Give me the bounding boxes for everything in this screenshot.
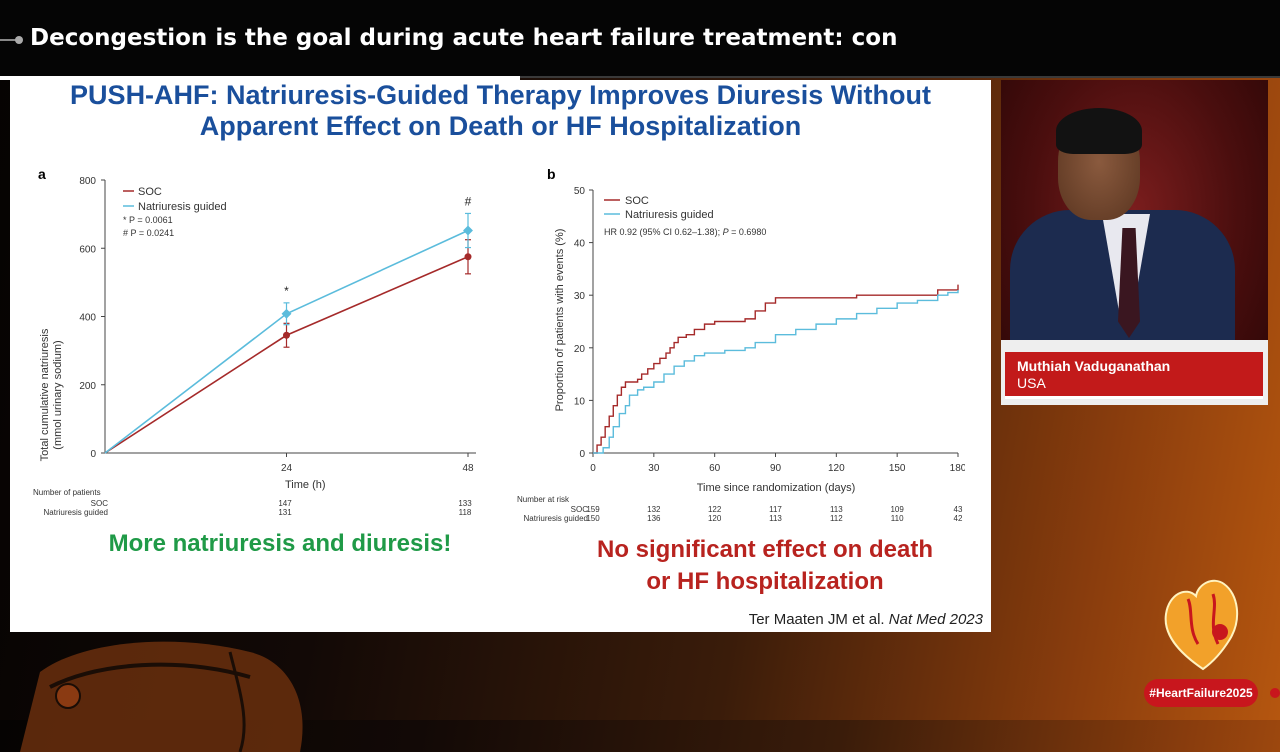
significance-marker: # bbox=[465, 194, 472, 208]
panel-label-b: b bbox=[547, 166, 556, 182]
risk-cell: 112 bbox=[830, 514, 843, 523]
risk-table-label: Number at risk bbox=[517, 495, 570, 504]
slide-title-line2: Apparent Effect on Death or HF Hospitali… bbox=[199, 111, 802, 141]
citation-author: Ter Maaten JM et al. bbox=[748, 611, 885, 628]
risk-cell: 159 bbox=[586, 505, 600, 514]
events-km-chart: b 0 10 20 30 40 50 0 30 60 90 120 150 180 SOC Natriu… bbox=[517, 166, 965, 523]
speaker-lower-third: Muthiah Vaduganathan USA bbox=[1005, 352, 1263, 399]
ticker-bullet-icon bbox=[15, 36, 23, 44]
y-tick-label-b: 20 bbox=[574, 344, 586, 355]
speaker-name: Muthiah Vaduganathan bbox=[1017, 358, 1171, 374]
event-hashtag-badge: #HeartFailure2025 bbox=[1144, 679, 1258, 707]
p-value-2: # P = 0.0241 bbox=[123, 228, 174, 238]
ticker-underline bbox=[0, 76, 520, 80]
x-tick-label-b: 120 bbox=[828, 463, 845, 474]
patients-cell: 133 bbox=[458, 499, 472, 508]
p-value-1: * P = 0.0061 bbox=[123, 215, 173, 225]
ticker-divider bbox=[520, 76, 1280, 78]
x-tick-label-a: 48 bbox=[462, 463, 474, 474]
y-axis-label-a-line2: (mmol urinary sodium) bbox=[52, 340, 64, 449]
ticker-text: Decongestion is the goal during acute he… bbox=[30, 25, 898, 51]
natriuresis-chart: a 0 200 400 600 800 24 48 * # SOC Natriuresis g… bbox=[33, 166, 476, 517]
risk-row-natriuresis-label: Natriuresis guided bbox=[524, 514, 588, 523]
y-tick-label-b: 0 bbox=[579, 449, 585, 460]
risk-cell: 117 bbox=[769, 505, 782, 514]
patients-row-soc-label: SOC bbox=[91, 499, 109, 508]
y-tick-label-a: 400 bbox=[79, 313, 96, 324]
risk-cell: 43 bbox=[954, 505, 963, 514]
risk-cell: 113 bbox=[830, 505, 843, 514]
ticker-line bbox=[0, 39, 18, 41]
y-tick-label-b: 50 bbox=[574, 186, 586, 197]
panel-label-a: a bbox=[38, 166, 46, 182]
significance-marker: * bbox=[284, 284, 289, 298]
km-curve-natriuresis bbox=[593, 289, 959, 454]
slide-title-line1: PUSH-AHF: Natriuresis-Guided Therapy Imp… bbox=[70, 80, 931, 110]
caption-no-effect: No significant effect on death or HF hos… bbox=[550, 534, 980, 598]
y-axis-label-b: Proportion of patients with events (%) bbox=[554, 229, 566, 412]
x-tick-label-b: 180 bbox=[950, 463, 965, 474]
risk-cell: 42 bbox=[954, 514, 963, 523]
caption-no-effect-line2: or HF hospitalization bbox=[646, 568, 884, 595]
data-point-natriuresis bbox=[463, 225, 473, 236]
data-point-natriuresis bbox=[281, 308, 292, 319]
risk-cell: 136 bbox=[647, 514, 661, 523]
y-tick-label-a: 200 bbox=[79, 381, 96, 392]
speaker-tie bbox=[1118, 228, 1140, 338]
patients-cell: 118 bbox=[459, 508, 472, 517]
x-tick-label-b: 150 bbox=[889, 463, 906, 474]
x-tick-label-a: 24 bbox=[281, 463, 293, 474]
risk-cell: 150 bbox=[586, 514, 600, 523]
background-heart-graphic bbox=[20, 641, 303, 752]
y-axis-label-a-line1: Total cumulative natriuresis bbox=[39, 328, 51, 461]
y-tick-label-b: 30 bbox=[574, 291, 586, 302]
y-tick-label-a: 600 bbox=[79, 244, 96, 255]
x-tick-label-b: 60 bbox=[709, 463, 721, 474]
hashtag-dot bbox=[1270, 688, 1280, 698]
citation-journal: Nat Med 2023 bbox=[888, 611, 983, 628]
y-tick-label-a: 800 bbox=[79, 176, 96, 187]
caption-no-effect-line1: No significant effect on death bbox=[596, 536, 934, 563]
data-point-soc bbox=[283, 331, 290, 339]
y-tick-label-b: 40 bbox=[574, 239, 586, 250]
legend-soc-label: SOC bbox=[138, 186, 162, 198]
y-tick-label-b: 10 bbox=[574, 396, 586, 407]
patients-row-natriuresis-label: Natriuresis guided bbox=[44, 508, 108, 517]
risk-cell: 132 bbox=[647, 505, 661, 514]
presentation-slide: PUSH-AHF: Natriuresis-Guided Therapy Imp… bbox=[10, 80, 991, 632]
x-tick-label-b: 0 bbox=[590, 463, 596, 474]
top-ticker-bar: Decongestion is the goal during acute he… bbox=[0, 0, 1280, 78]
risk-cell: 113 bbox=[769, 514, 782, 523]
x-tick-label-b: 90 bbox=[770, 463, 782, 474]
speaker-country: USA bbox=[1017, 375, 1046, 391]
km-curve-soc bbox=[593, 284, 959, 454]
x-tick-label-b: 30 bbox=[648, 463, 660, 474]
risk-cell: 122 bbox=[708, 505, 722, 514]
legend-soc-label: SOC bbox=[625, 195, 649, 207]
risk-row-soc-label: SOC bbox=[571, 505, 589, 514]
x-axis-label-a: Time (h) bbox=[285, 479, 326, 491]
legend-natriuresis-label: Natriuresis guided bbox=[625, 209, 714, 221]
heart-failure-logo-icon bbox=[1164, 579, 1239, 671]
legend-natriuresis-label: Natriuresis guided bbox=[138, 201, 227, 213]
hazard-ratio-text: HR 0.92 (95% CI 0.62–1.38); P = 0.6980 bbox=[604, 227, 766, 237]
data-point-soc bbox=[464, 253, 472, 261]
citation: Ter Maaten JM et al. Nat Med 2023 bbox=[749, 611, 983, 628]
patients-cell: 131 bbox=[278, 508, 292, 517]
patients-cell: 147 bbox=[278, 499, 292, 508]
risk-cell: 110 bbox=[891, 514, 904, 523]
y-tick-label-a: 0 bbox=[90, 449, 96, 460]
risk-cell: 109 bbox=[890, 505, 904, 514]
speaker-hair bbox=[1056, 108, 1142, 154]
patients-table-label: Number of patients bbox=[33, 488, 101, 497]
x-axis-label-b: Time since randomization (days) bbox=[697, 482, 856, 494]
caption-natriuresis: More natriuresis and diuresis! bbox=[108, 530, 452, 557]
risk-cell: 120 bbox=[708, 514, 722, 523]
